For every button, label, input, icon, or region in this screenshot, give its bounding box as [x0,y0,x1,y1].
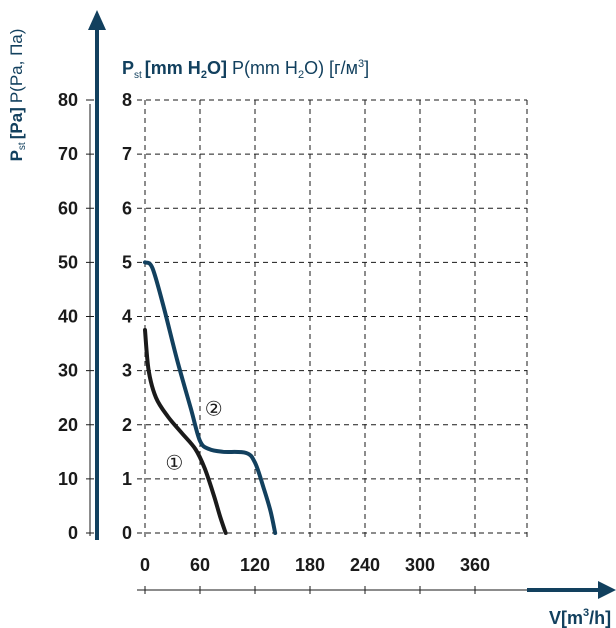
annotations: ①② [165,397,222,475]
y-label-left: Pst[Pa]P(Pa, Па) [7,29,28,162]
tick-label-mm: 7 [122,144,132,164]
series-line-2 [143,260,278,535]
x-arrow-head [598,581,616,599]
tick-label-pa: 40 [58,307,78,327]
series-annotation: ① [165,451,183,475]
tick-label-x: 240 [350,555,380,575]
tick-label-mm: 3 [122,361,132,381]
series-annotation: ② [205,397,223,421]
tick-label-mm: 6 [122,198,132,218]
y-arrow-head [88,10,106,30]
tick-label-pa: 60 [58,198,78,218]
x-ticks: 0 60 120 180 240 300 360 [140,555,490,575]
tick-label-pa: 0 [68,523,78,543]
tick-label-x: 180 [295,555,325,575]
tick-label-x: 360 [460,555,490,575]
tick-label-pa: 10 [58,469,78,489]
y-label-top: Pst [mm H2O] P(mm H2O) [г/м3] [122,58,369,81]
tick-label-mm: 5 [122,252,132,272]
tick-label-pa: 30 [58,361,78,381]
y-ticks-mm: 0 1 2 3 4 5 6 7 8 [122,90,132,543]
tick-label-x: 0 [140,555,150,575]
tick-label-x: 300 [405,555,435,575]
tick-label-x: 120 [240,555,270,575]
x-label: V[m3/h] [549,607,611,628]
tick-label-pa: 50 [58,252,78,272]
y-ticks-pa: 0 10 20 30 40 50 60 70 80 [58,90,94,543]
tick-label-pa: 80 [58,90,78,110]
series-line-1 [143,328,228,535]
tick-label-mm: 1 [122,469,132,489]
x-axis-ticks [144,586,476,594]
grid [137,99,528,540]
series-lines [143,260,278,535]
tick-label-pa: 70 [58,144,78,164]
tick-label-x: 60 [190,555,210,575]
tick-label-mm: 8 [122,90,132,110]
tick-label-mm: 2 [122,415,132,435]
tick-label-mm: 4 [122,307,132,327]
tick-label-pa: 20 [58,415,78,435]
tick-label-mm: 0 [122,523,132,543]
